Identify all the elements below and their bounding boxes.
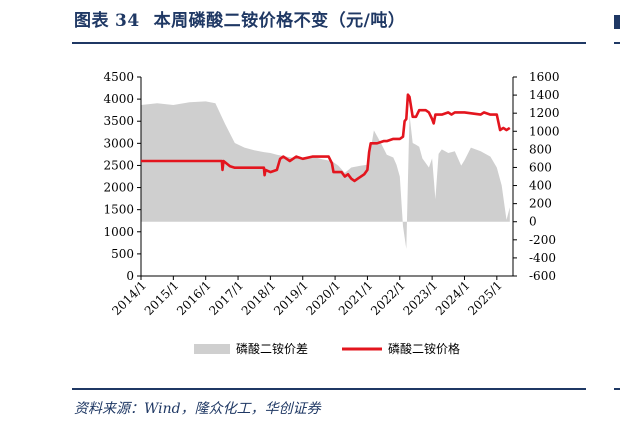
y-right-tick-label: 1400 [529,88,560,102]
y-right-tick-label: 1000 [529,124,560,138]
x-tick-label: 2025/1 [465,278,505,318]
y-left-tick-label: 1000 [103,225,134,239]
legend-label-price-spread: 磷酸二铵价差 [236,341,308,356]
y-right-tick-label: -200 [529,233,556,247]
y-left-tick-label: 3500 [103,114,134,128]
x-tick-label: 2019/1 [271,278,311,318]
y-right-tick-label: 1200 [529,106,560,120]
x-tick-label: 2022/1 [368,278,408,318]
source-note: 资料来源：Wind，隆众化工，华创证券 [74,401,321,417]
figure-title-text: 本周磷酸二铵价格不变（元/吨） [153,11,406,31]
x-tick-label: 2024/1 [433,278,473,318]
y-left-tick-label: 0 [126,269,134,283]
series-price-line [141,93,511,183]
y-right-tick-label: 1600 [529,70,560,84]
x-tick-label: 2017/1 [206,278,246,318]
legend-swatch-price-spread [194,344,230,354]
y-right-tick-label: -600 [529,269,556,283]
x-tick-label: 2014/1 [109,278,149,318]
y-left-tick-label: 4000 [103,92,134,106]
y-left-tick-label: 2500 [103,158,134,172]
y-right-tick-label: 400 [529,179,552,193]
source-rule [72,388,586,390]
y-left-tick-label: 1500 [103,203,134,217]
figure-label: 图表 [74,11,109,31]
y-left-tick-label: 500 [111,247,134,261]
legend-label-price: 磷酸二铵价格 [388,341,460,356]
y-right-tick-label: -400 [529,251,556,265]
y-right-tick-label: 0 [529,215,537,229]
y-left-tick-label: 2000 [103,181,134,195]
series-price-spread-area [141,101,510,249]
figure-title: 图表 34 本周磷酸二铵价格不变（元/吨） [74,6,405,31]
x-tick-label: 2016/1 [174,278,214,318]
x-tick-label: 2023/1 [400,278,440,318]
y-right-tick-label: 200 [529,197,552,211]
title-rule [72,42,586,44]
x-tick-label: 2018/1 [239,278,279,318]
next-figure-source-rule [614,388,620,390]
y-left-tick-label: 3000 [103,136,134,150]
y-right-tick-label: 600 [529,160,552,174]
next-figure-edge [614,15,620,29]
x-tick-label: 2015/1 [142,278,182,318]
y-right-tick-label: 800 [529,142,552,156]
y-left-tick-label: 4500 [103,70,134,84]
figure-number: 34 [115,11,140,31]
x-tick-label: 2020/1 [303,278,343,318]
next-figure-rule [614,42,620,44]
x-tick-label: 2021/1 [336,278,376,318]
